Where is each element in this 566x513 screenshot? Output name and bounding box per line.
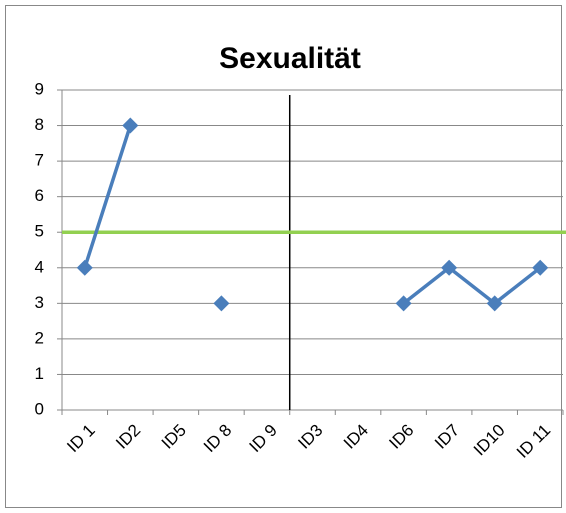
data-point	[532, 259, 549, 276]
y-tick-label: 7	[35, 151, 44, 170]
chart-border	[5, 5, 562, 508]
y-tick-label: 2	[35, 328, 44, 347]
y-tick-label: 4	[35, 257, 44, 276]
data-point	[441, 259, 458, 276]
data-point	[486, 295, 503, 312]
y-tick-label: 5	[35, 222, 44, 241]
y-tick-label: 9	[35, 79, 44, 98]
data-point	[122, 117, 139, 134]
y-tick-label: 0	[35, 399, 44, 418]
data-point	[76, 259, 93, 276]
y-tick-label: 8	[35, 115, 44, 134]
y-tick-label: 6	[35, 186, 44, 205]
data-point	[213, 295, 230, 312]
y-tick-label: 3	[35, 293, 44, 312]
series-line	[83, 125, 542, 306]
data-point	[395, 295, 412, 312]
y-tick-label: 1	[35, 364, 44, 383]
chart-title: Sexualität	[219, 42, 361, 75]
